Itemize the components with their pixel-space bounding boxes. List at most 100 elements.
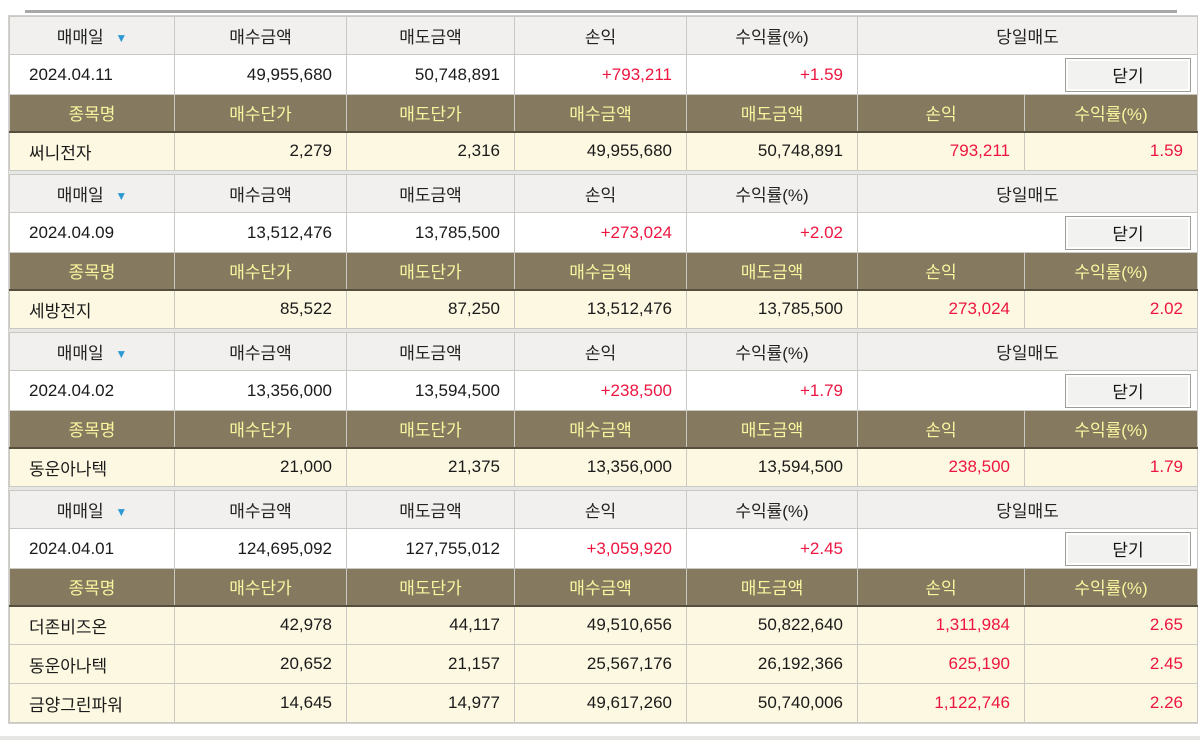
- col-header-trade-date[interactable]: 매매일 ▼: [9, 332, 175, 371]
- sell-amount-value: 127,755,012: [346, 528, 515, 569]
- stock-detail-row: 써니전자 2,279 2,316 49,955,680 50,748,891 7…: [9, 131, 1198, 171]
- stock-sell-amount-value: 13,594,500: [686, 447, 858, 487]
- col-header-trade-date[interactable]: 매매일 ▼: [9, 490, 175, 529]
- sell-amount-value: 50,748,891: [346, 54, 515, 95]
- stock-detail-row: 더존비즈온 42,978 44,117 49,510,656 50,822,64…: [9, 605, 1198, 645]
- close-button-cell: 닫기: [857, 212, 1198, 253]
- stock-detail-row: 금양그린파워 14,645 14,977 49,617,260 50,740,0…: [9, 683, 1198, 723]
- stock-name-value: 더존비즈온: [9, 605, 175, 645]
- col-header-profit-loss: 손익: [514, 174, 687, 213]
- col-header-detail-return-rate: 수익률(%): [1024, 410, 1198, 449]
- profit-loss-value: +238,500: [514, 370, 687, 411]
- stock-name-value: 동운아나텍: [9, 447, 175, 487]
- buy-amount-value: 49,955,680: [174, 54, 347, 95]
- stock-detail-row: 동운아나텍 20,652 21,157 25,567,176 26,192,36…: [9, 644, 1198, 684]
- detail-header-row: 종목명 매수단가 매도단가 매수금액 매도금액 손익 수익률(%): [9, 410, 1198, 449]
- stock-sell-price-value: 87,250: [346, 289, 515, 329]
- stock-name-value: 세방전지: [9, 289, 175, 329]
- col-header-sell-amount: 매도금액: [346, 174, 515, 213]
- col-header-stock-name: 종목명: [9, 94, 175, 133]
- stock-return-rate-value: 2.65: [1024, 605, 1198, 645]
- col-header-buy-amount: 매수금액: [174, 16, 347, 55]
- buy-amount-value: 13,512,476: [174, 212, 347, 253]
- stock-sell-amount-value: 13,785,500: [686, 289, 858, 329]
- stock-buy-price-value: 20,652: [174, 644, 347, 684]
- close-button[interactable]: 닫기: [1065, 531, 1191, 566]
- stock-sell-price-value: 2,316: [346, 131, 515, 171]
- trade-date-header-label: 매매일: [56, 186, 104, 205]
- stock-buy-amount-value: 49,955,680: [514, 131, 687, 171]
- stock-buy-price-value: 14,645: [174, 683, 347, 723]
- stock-profit-loss-value: 1,311,984: [857, 605, 1025, 645]
- stock-buy-price-value: 42,978: [174, 605, 347, 645]
- col-header-detail-return-rate: 수익률(%): [1024, 252, 1198, 291]
- detail-header-row: 종목명 매수단가 매도단가 매수금액 매도금액 손익 수익률(%): [9, 252, 1198, 291]
- close-button[interactable]: 닫기: [1065, 215, 1191, 250]
- col-header-detail-buy-amount: 매수금액: [514, 410, 687, 449]
- sort-descending-icon: ▼: [115, 347, 128, 361]
- col-header-same-day-sell: 당일매도: [857, 490, 1198, 529]
- stock-name-value: 금양그린파워: [9, 683, 175, 723]
- sell-amount-value: 13,785,500: [346, 212, 515, 253]
- trade-date-header-label: 매매일: [56, 28, 104, 47]
- stock-sell-price-value: 14,977: [346, 683, 515, 723]
- col-header-same-day-sell: 당일매도: [857, 16, 1198, 55]
- col-header-profit-loss: 손익: [514, 332, 687, 371]
- stock-profit-loss-value: 273,024: [857, 289, 1025, 329]
- col-header-same-day-sell: 당일매도: [857, 332, 1198, 371]
- stock-buy-amount-value: 13,512,476: [514, 289, 687, 329]
- return-rate-value: +2.02: [686, 212, 858, 253]
- col-header-stock-name: 종목명: [9, 410, 175, 449]
- summary-data-row: 2024.04.09 13,512,476 13,785,500 +273,02…: [9, 212, 1198, 253]
- col-header-detail-return-rate: 수익률(%): [1024, 94, 1198, 133]
- close-button[interactable]: 닫기: [1065, 373, 1191, 408]
- stock-buy-price-value: 85,522: [174, 289, 347, 329]
- col-header-buy-price: 매수단가: [174, 94, 347, 133]
- stock-sell-amount-value: 26,192,366: [686, 644, 858, 684]
- stock-profit-loss-value: 1,122,746: [857, 683, 1025, 723]
- stock-buy-amount-value: 13,356,000: [514, 447, 687, 487]
- summary-header-row: 매매일 ▼ 매수금액 매도금액 손익 수익률(%) 당일매도: [9, 174, 1198, 213]
- col-header-return-rate: 수익률(%): [686, 490, 858, 529]
- stock-name-value: 동운아나텍: [9, 644, 175, 684]
- col-header-stock-name: 종목명: [9, 568, 175, 607]
- trade-date-value: 2024.04.09: [9, 212, 175, 253]
- trade-section: 매매일 ▼ 매수금액 매도금액 손익 수익률(%) 당일매도 2024.04.1…: [9, 16, 1198, 171]
- stock-sell-amount-value: 50,748,891: [686, 131, 858, 171]
- col-header-sell-amount: 매도금액: [346, 490, 515, 529]
- col-header-sell-price: 매도단가: [346, 252, 515, 291]
- stock-buy-price-value: 21,000: [174, 447, 347, 487]
- trade-date-header-label: 매매일: [56, 344, 104, 363]
- buy-amount-value: 124,695,092: [174, 528, 347, 569]
- stock-return-rate-value: 1.59: [1024, 131, 1198, 171]
- detail-header-row: 종목명 매수단가 매도단가 매수금액 매도금액 손익 수익률(%): [9, 94, 1198, 133]
- stock-buy-price-value: 2,279: [174, 131, 347, 171]
- col-header-detail-profit-loss: 손익: [857, 94, 1025, 133]
- stock-profit-loss-value: 238,500: [857, 447, 1025, 487]
- stock-buy-amount-value: 25,567,176: [514, 644, 687, 684]
- col-header-sell-price: 매도단가: [346, 94, 515, 133]
- stock-profit-loss-value: 625,190: [857, 644, 1025, 684]
- col-header-buy-amount: 매수금액: [174, 174, 347, 213]
- col-header-buy-price: 매수단가: [174, 568, 347, 607]
- trade-history-grid: 매매일 ▼ 매수금액 매도금액 손익 수익률(%) 당일매도 2024.04.1…: [8, 15, 1198, 724]
- close-button-cell: 닫기: [857, 528, 1198, 569]
- close-button[interactable]: 닫기: [1065, 57, 1191, 92]
- stock-profit-loss-value: 793,211: [857, 131, 1025, 171]
- trade-date-value: 2024.04.02: [9, 370, 175, 411]
- sort-descending-icon: ▼: [115, 189, 128, 203]
- return-rate-value: +2.45: [686, 528, 858, 569]
- col-header-return-rate: 수익률(%): [686, 174, 858, 213]
- col-header-trade-date[interactable]: 매매일 ▼: [9, 16, 175, 55]
- buy-amount-value: 13,356,000: [174, 370, 347, 411]
- col-header-profit-loss: 손익: [514, 490, 687, 529]
- col-header-sell-price: 매도단가: [346, 568, 515, 607]
- col-header-trade-date[interactable]: 매매일 ▼: [9, 174, 175, 213]
- profit-loss-value: +793,211: [514, 54, 687, 95]
- summary-data-row: 2024.04.01 124,695,092 127,755,012 +3,05…: [9, 528, 1198, 569]
- stock-sell-amount-value: 50,822,640: [686, 605, 858, 645]
- summary-data-row: 2024.04.11 49,955,680 50,748,891 +793,21…: [9, 54, 1198, 95]
- col-header-profit-loss: 손익: [514, 16, 687, 55]
- trade-section: 매매일 ▼ 매수금액 매도금액 손익 수익률(%) 당일매도 2024.04.0…: [9, 490, 1198, 723]
- col-header-return-rate: 수익률(%): [686, 332, 858, 371]
